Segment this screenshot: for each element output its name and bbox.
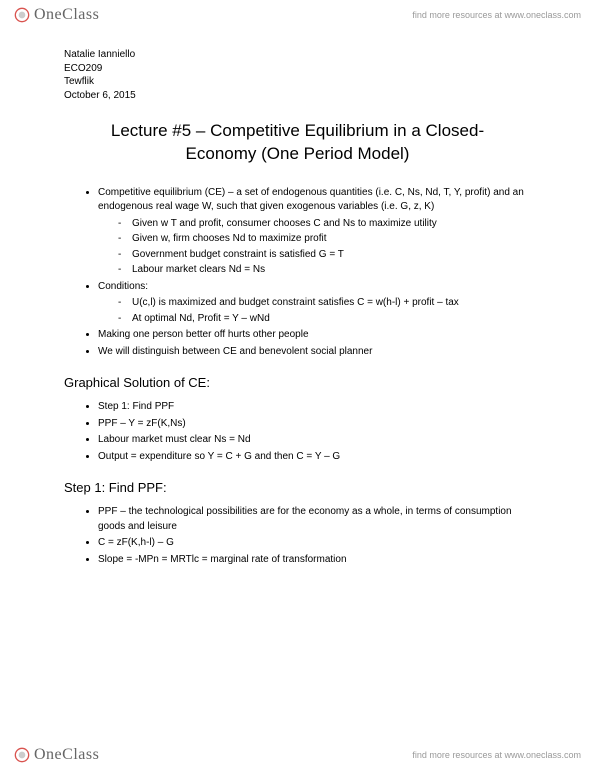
footer-tagline: find more resources at www.oneclass.com (412, 750, 581, 760)
section1-list: Step 1: Find PPF PPF – Y = zF(K,Ns) Labo… (64, 400, 531, 464)
meta-block: Natalie Ianniello ECO209 Tewflik October… (64, 48, 531, 102)
document-page: Natalie Ianniello ECO209 Tewflik October… (0, 38, 595, 732)
list-item-text: Competitive equilibrium (CE) – a set of … (98, 187, 524, 213)
brand-logo-text: OneClass (34, 746, 99, 764)
list-item: Competitive equilibrium (CE) – a set of … (98, 186, 531, 278)
list-item: Labour market must clear Ns = Nd (98, 433, 531, 448)
section2-list: PPF – the technological possibilities ar… (64, 505, 531, 567)
footer-bar: OneClass find more resources at www.onec… (0, 740, 595, 770)
list-item-text: Conditions: (98, 281, 148, 292)
sub-list-item: Government budget constraint is satisfie… (132, 248, 531, 263)
sub-list: U(c,l) is maximized and budget constrain… (98, 296, 531, 326)
section-heading-step1: Step 1: Find PPF: (64, 480, 531, 495)
intro-list: Competitive equilibrium (CE) – a set of … (64, 186, 531, 360)
list-item: PPF – Y = zF(K,Ns) (98, 417, 531, 432)
list-item: Slope = -MPn = MRTlc = marginal rate of … (98, 553, 531, 568)
brand-logo-footer: OneClass (14, 746, 99, 764)
meta-instructor: Tewflik (64, 75, 531, 89)
header-bar: OneClass find more resources at www.onec… (0, 0, 595, 30)
list-item: Making one person better off hurts other… (98, 328, 531, 343)
section-heading-graphical: Graphical Solution of CE: (64, 375, 531, 390)
list-item: Output = expenditure so Y = C + G and th… (98, 450, 531, 465)
list-item: We will distinguish between CE and benev… (98, 345, 531, 360)
lecture-title: Lecture #5 – Competitive Equilibrium in … (88, 120, 508, 166)
brand-logo: OneClass (14, 6, 99, 24)
list-item: Step 1: Find PPF (98, 400, 531, 415)
sub-list: Given w T and profit, consumer chooses C… (98, 217, 531, 278)
logo-icon (14, 747, 30, 763)
sub-list-item: Given w T and profit, consumer chooses C… (132, 217, 531, 232)
list-item: PPF – the technological possibilities ar… (98, 505, 531, 534)
sub-list-item: Given w, firm chooses Nd to maximize pro… (132, 232, 531, 247)
header-tagline: find more resources at www.oneclass.com (412, 10, 581, 20)
meta-course: ECO209 (64, 62, 531, 76)
list-item: Conditions: U(c,l) is maximized and budg… (98, 280, 531, 327)
sub-list-item: Labour market clears Nd = Ns (132, 263, 531, 278)
list-item: C = zF(K,h-l) – G (98, 536, 531, 551)
meta-date: October 6, 2015 (64, 89, 531, 103)
sub-list-item: U(c,l) is maximized and budget constrain… (132, 296, 531, 311)
brand-logo-text: OneClass (34, 6, 99, 24)
meta-author: Natalie Ianniello (64, 48, 531, 62)
logo-icon (14, 7, 30, 23)
sub-list-item: At optimal Nd, Profit = Y – wNd (132, 312, 531, 327)
